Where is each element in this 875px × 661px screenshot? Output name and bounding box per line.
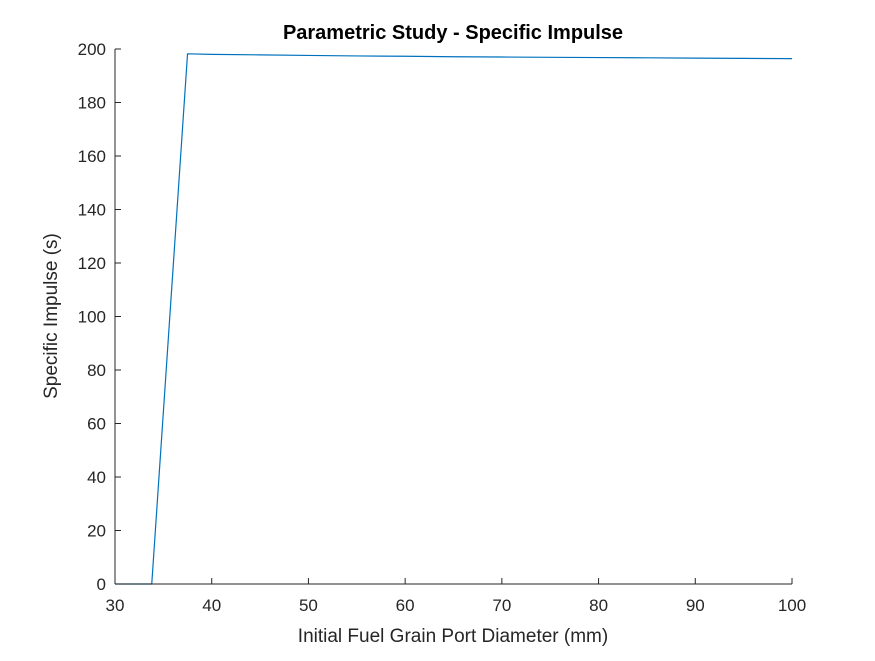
y-tick-label: 20	[87, 522, 106, 541]
plot-area	[115, 49, 792, 584]
x-axis-label: Initial Fuel Grain Port Diameter (mm)	[298, 626, 608, 647]
x-tick-label: 60	[396, 596, 415, 615]
y-tick-label: 200	[78, 40, 106, 59]
x-tick-label: 80	[589, 596, 608, 615]
y-axis-label: Specific Impulse (s)	[41, 233, 62, 399]
y-tick-label: 0	[97, 575, 106, 594]
series-line	[115, 53, 793, 585]
series-layer	[115, 53, 793, 585]
y-tick-label: 160	[78, 147, 106, 166]
x-tick-label: 40	[202, 596, 221, 615]
y-tick-label: 120	[78, 254, 106, 273]
y-tick-label: 100	[78, 308, 106, 327]
y-tick-label: 80	[87, 361, 106, 380]
chart-title: Parametric Study - Specific Impulse	[283, 22, 623, 44]
ticks-layer: 30 40 50 60 70 80 90 100 0 20 40 60 80 100 120 140 160 18…	[78, 40, 807, 615]
x-tick-label: 90	[686, 596, 705, 615]
y-tick-label: 60	[87, 415, 106, 434]
x-tick-label: 70	[492, 596, 511, 615]
y-tick-label: 140	[78, 201, 106, 220]
y-tick-label: 180	[78, 94, 106, 113]
x-tick-label: 50	[299, 596, 318, 615]
x-tick-label: 30	[106, 596, 125, 615]
y-tick-label: 40	[87, 468, 106, 487]
x-tick-label: 100	[778, 596, 806, 615]
